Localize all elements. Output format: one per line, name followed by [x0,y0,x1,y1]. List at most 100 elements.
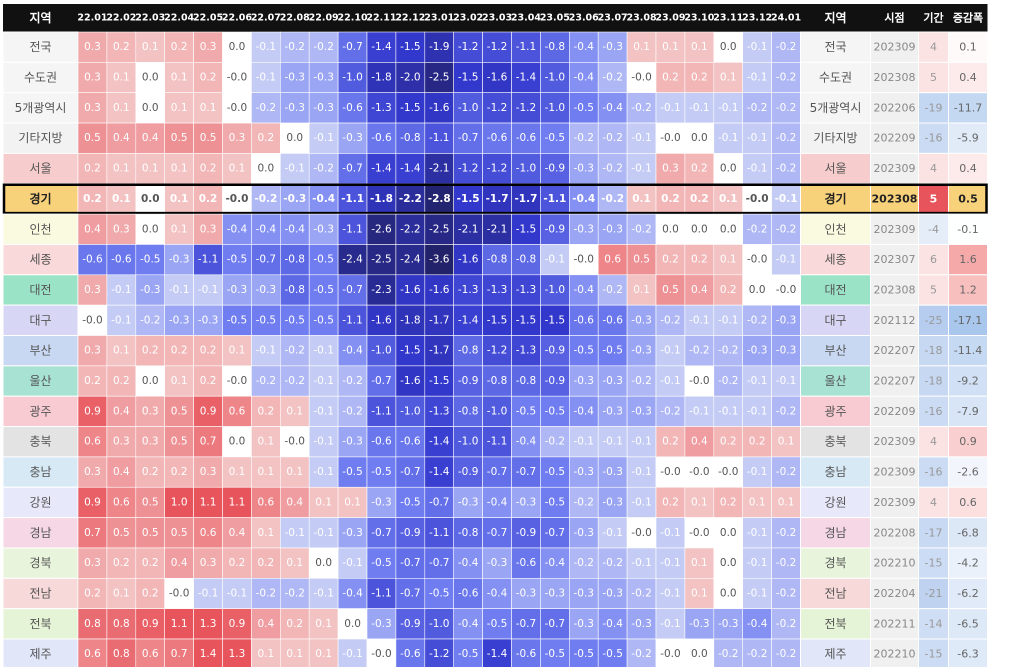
heatmap-cell [511,244,541,276]
cell-value: 1.0 [171,496,188,508]
heatmap-cell [540,31,570,63]
cell-value: 0.3 [84,72,101,84]
cell-value: -0.2 [718,375,739,387]
cell-value: -0.1 [747,132,768,144]
heatmap-cell [597,274,628,306]
heatmap-cell [106,486,137,518]
cell-value: 0.0 [720,41,737,53]
region-label: 경남 [29,526,51,540]
cell-value: -0.2 [776,223,797,235]
heatmap-cell [655,183,686,215]
heatmap-cell [366,547,397,579]
change-value: -6.8 [957,526,978,539]
duration-value: 6 [930,253,937,266]
heatmap-cell [222,426,252,458]
heatmap-cell [742,122,772,154]
heatmap-cell [279,365,310,397]
cell-value: -0.9 [545,345,566,357]
cell-value: -1.6 [429,102,450,114]
heatmap-cell [77,122,108,154]
heatmap-cell [337,244,368,276]
cell-value: 0.0 [142,375,159,387]
heatmap-cell [713,608,743,640]
header-month: 23.03 [482,13,512,24]
cell-value: 0.1 [286,648,303,660]
heatmap-cell [684,517,715,549]
cell-value: -0.4 [574,284,595,296]
heatmap-cell [308,638,339,667]
cell-value: -0.2 [631,375,652,387]
period-value: 202309 [874,435,916,448]
heatmap-cell [164,274,194,306]
cell-value: -0.8 [400,132,421,144]
heatmap-cell [511,335,541,367]
cell-value: -1.5 [458,72,479,84]
heatmap-cell [540,426,570,458]
heatmap-cell [106,31,137,63]
cell-value: 0.1 [719,193,738,205]
cell-value: -0.7 [400,587,421,599]
heatmap-cell [251,31,281,63]
cell-value: 0.2 [113,375,130,387]
header-duration: 기간 [923,11,943,25]
cell-value: 0.5 [200,132,217,144]
cell-value: -0.5 [371,557,392,569]
cell-value: -0.3 [545,587,566,599]
heatmap-cell [771,486,801,518]
cell-value: -2.1 [429,163,450,175]
heatmap-cell [337,122,368,154]
cell-value: -0.1 [169,284,190,296]
cell-value: -0.3 [313,102,334,114]
cell-value: -0.3 [169,254,190,266]
region-cell-right [800,335,871,367]
region-label: 5개광역시 [15,101,67,115]
cell-value: -0.6 [371,132,392,144]
heatmap-cell [597,547,628,579]
duration-value: 5 [930,283,937,296]
cell-value: -0.3 [313,72,334,84]
cell-value: -0.7 [342,163,363,175]
heatmap-cell [193,244,223,276]
cell-value: -0.1 [256,41,277,53]
cell-value: -1.1 [429,132,450,144]
cell-value: 0.2 [171,41,188,53]
cell-value: -0.1 [718,405,739,417]
cell-value: -0.3 [285,72,306,84]
period-cell [870,61,919,94]
cell-value: -0.1 [631,163,652,175]
cell-value: 0.2 [83,193,102,205]
cell-value: -0.2 [747,314,768,326]
cell-value: -0.2 [140,314,161,326]
cell-value: -0.8 [458,345,479,357]
header-month: 23.01 [424,13,454,24]
period-cell [870,152,919,185]
heatmap-cell [597,638,628,667]
change-value: -6.2 [957,587,978,600]
cell-value: -3.6 [429,254,450,266]
cell-value: 0.7 [200,436,217,448]
heatmap-cell [597,426,628,458]
cell-value: -1.1 [342,223,363,235]
heatmap-cell [337,517,368,549]
region-cell [2,213,79,245]
cell-value: -0.2 [574,496,595,508]
cell-value: -0.0 [689,375,710,387]
cell-value: 0.0 [720,557,737,569]
cell-value: -0.1 [198,284,219,296]
change-value: -7.9 [957,405,978,418]
cell-value: -0.1 [256,345,277,357]
cell-value: 0.1 [112,193,131,205]
cell-value: -0.8 [545,41,566,53]
header-month: 22.08 [280,13,310,24]
duration-value: -14 [925,617,943,630]
cell-value: 0.1 [286,405,303,417]
heatmap-cell [222,335,252,367]
cell-value: 0.4 [286,496,303,508]
cell-value: -0.2 [631,102,652,114]
change-value: -11.4 [954,344,982,357]
heatmap-cell [511,517,541,549]
heatmap-cell [135,426,166,458]
cell-value: -1.4 [458,314,479,326]
heatmap-cell [597,517,628,549]
cell-value: -0.4 [602,618,623,630]
